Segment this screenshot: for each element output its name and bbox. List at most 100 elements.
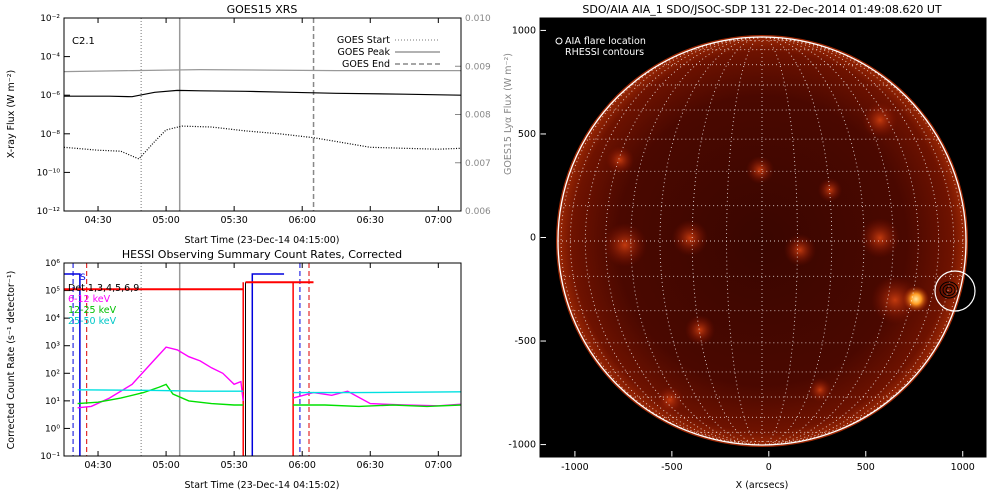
goes-xtick-label: 06:00	[289, 215, 316, 226]
aia-ytick-label: 1000	[512, 25, 536, 36]
flare-location-circle	[934, 270, 976, 312]
goes-xtick-label: 07:00	[425, 215, 452, 226]
active-region	[860, 218, 900, 258]
hessi-xtick-label: 06:30	[357, 460, 384, 471]
hessi-series-25-50-keV	[293, 391, 461, 394]
goes-xtick-label: 05:00	[152, 215, 179, 226]
aia-legend-flare-location: AIA flare location	[565, 36, 646, 47]
hessi-xlabel: Start Time (23-Dec-14 04:15:02)	[184, 480, 339, 491]
active-region	[862, 102, 898, 138]
hessi-series-12-25-keV	[293, 404, 461, 408]
aia-legend-circle-icon	[555, 37, 563, 45]
goes-ytick-label: 10⁻⁶	[40, 91, 60, 101]
hessi-xtick-label: 06:00	[289, 460, 316, 471]
goes-ytick-label: 10⁻¹⁰	[37, 168, 61, 178]
active-region	[746, 156, 774, 184]
hessi-ytick-label: 10⁶	[45, 259, 60, 269]
hessi-panel: HESSI Observing Summary Count Rates, Cor…	[6, 248, 462, 491]
goes-axes: 04:30 05:00 05:30 06:00 06:30 07:00 10⁻¹² 10⁻¹⁰…	[37, 14, 491, 226]
aia-legend: AIA flare location RHESSI contours	[555, 36, 646, 58]
goes-legend-start-label: GOES Start	[337, 35, 390, 46]
active-region	[603, 223, 647, 267]
goes-ytick-label: 10⁻⁸	[40, 130, 60, 140]
goes-title: GOES15 XRS	[227, 3, 298, 16]
goes-xtick-label: 06:30	[357, 215, 384, 226]
hessi-legend-6-12: 6-12 keV	[68, 294, 111, 305]
hessi-ytick-label: 10⁻¹	[40, 452, 60, 462]
goes-series-lyman_alpha	[64, 68, 461, 73]
hessi-legend-12-25: 12-25 keV	[68, 305, 117, 316]
hessi-xtick-label: 04:30	[84, 460, 111, 471]
aia-legend-rhessi: RHESSI contours	[565, 47, 644, 58]
goes-xlabel: Start Time (23-Dec-14 04:15:00)	[184, 235, 339, 246]
longitude-line	[569, 37, 763, 445]
hessi-ytick-label: 10³	[45, 342, 60, 352]
active-region	[656, 386, 684, 414]
hessi-series-6-12-keV	[292, 390, 461, 407]
goes-ylabel: X-ray Flux (W m⁻²)	[6, 70, 17, 159]
hessi-legend-det: Det 1,3,4,5,6,9	[68, 283, 139, 294]
longitude-line	[761, 37, 798, 445]
hessi-title: HESSI Observing Summary Count Rates, Cor…	[122, 248, 402, 261]
goes-legend-peak-label: GOES Peak	[338, 47, 391, 58]
goes-y2tick-label: 0.007	[465, 159, 491, 169]
active-region	[672, 220, 708, 256]
rhessi-contour-outer	[939, 281, 959, 299]
hessi-xtick-label: 05:00	[152, 460, 179, 471]
aia-axes: -1000 -500 0 500 1000 -1000 -500 0 500 1000	[508, 25, 974, 473]
aia-frame	[539, 17, 987, 458]
rhessi-contour-mid	[942, 284, 956, 296]
rhessi-contour-inner	[945, 286, 953, 294]
goes-ytick-label: 10⁻¹²	[37, 207, 61, 217]
aia-ytick-label: -1000	[508, 440, 536, 451]
active-region	[685, 315, 715, 345]
rhessi-contours	[939, 281, 959, 299]
hessi-ytick-label: 10¹	[45, 397, 60, 407]
solar-limb	[557, 36, 967, 446]
aia-xtick-label: 0	[766, 462, 772, 473]
longitude-line	[605, 37, 763, 445]
longitude-line	[761, 37, 919, 445]
aia-ytick-label: 500	[518, 129, 536, 140]
active-region	[784, 234, 816, 266]
aia-ytick-label: 0	[530, 233, 536, 244]
goes-ylabel-right: GOES15 Lyα Flux (W m⁻²)	[503, 53, 514, 175]
longitude-line	[726, 37, 763, 445]
hessi-legend-25-50: 25-50 keV	[68, 316, 117, 327]
hessi-legend: S Det 1,3,4,5,6,9 6-12 keV 12-25 keV 25-…	[68, 273, 139, 327]
hessi-ylabel: Corrected Count Rate (s⁻¹ detector⁻¹)	[6, 271, 17, 450]
hessi-ytick-label: 10⁵	[45, 287, 60, 297]
aia-ytick-label: -500	[514, 336, 536, 347]
goes-flare-class: C2.1	[72, 36, 95, 47]
active-region	[871, 276, 919, 324]
goes-xtick-label: 04:30	[84, 215, 111, 226]
hessi-ytick-label: 10²	[45, 369, 60, 379]
hessi-ytick-label: 10⁰	[45, 424, 60, 434]
active-region	[606, 146, 634, 174]
aia-panel: SDO/AIA AIA_1 SDO/JSOC-SDP 131 22-Dec-20…	[508, 3, 987, 491]
goes-ytick-label: 10⁻⁴	[40, 53, 60, 63]
hessi-flag-bar	[251, 273, 285, 456]
aia-title: SDO/AIA AIA_1 SDO/JSOC-SDP 131 22-Dec-20…	[582, 3, 941, 16]
flare-bright-region	[903, 286, 929, 312]
active-region	[808, 378, 832, 402]
longitude-line	[761, 37, 955, 445]
goes-y2tick-label: 0.008	[465, 111, 491, 121]
goes-y2tick-label: 0.009	[465, 62, 491, 72]
goes-legend-end-label: GOES End	[342, 59, 390, 70]
goes-ytick-label: 10⁻²	[40, 14, 60, 24]
hessi-ytick-label: 10⁴	[45, 314, 60, 324]
aia-xlabel: X (arcsecs)	[736, 480, 789, 491]
hessi-series-6-12-keV	[77, 346, 244, 409]
goes-legend: GOES Start GOES Peak GOES End	[337, 35, 440, 70]
goes-y2tick-label: 0.006	[465, 207, 491, 217]
hessi-flag-label: S	[80, 273, 86, 283]
goes-series-long_channel	[64, 89, 461, 98]
goes-frame	[63, 17, 462, 212]
hessi-xtick-label: 05:30	[220, 460, 247, 471]
goes-series	[64, 18, 461, 211]
solar-active-regions	[603, 102, 919, 414]
heliographic-grid	[558, 37, 966, 445]
hessi-xtick-label: 07:00	[425, 460, 452, 471]
